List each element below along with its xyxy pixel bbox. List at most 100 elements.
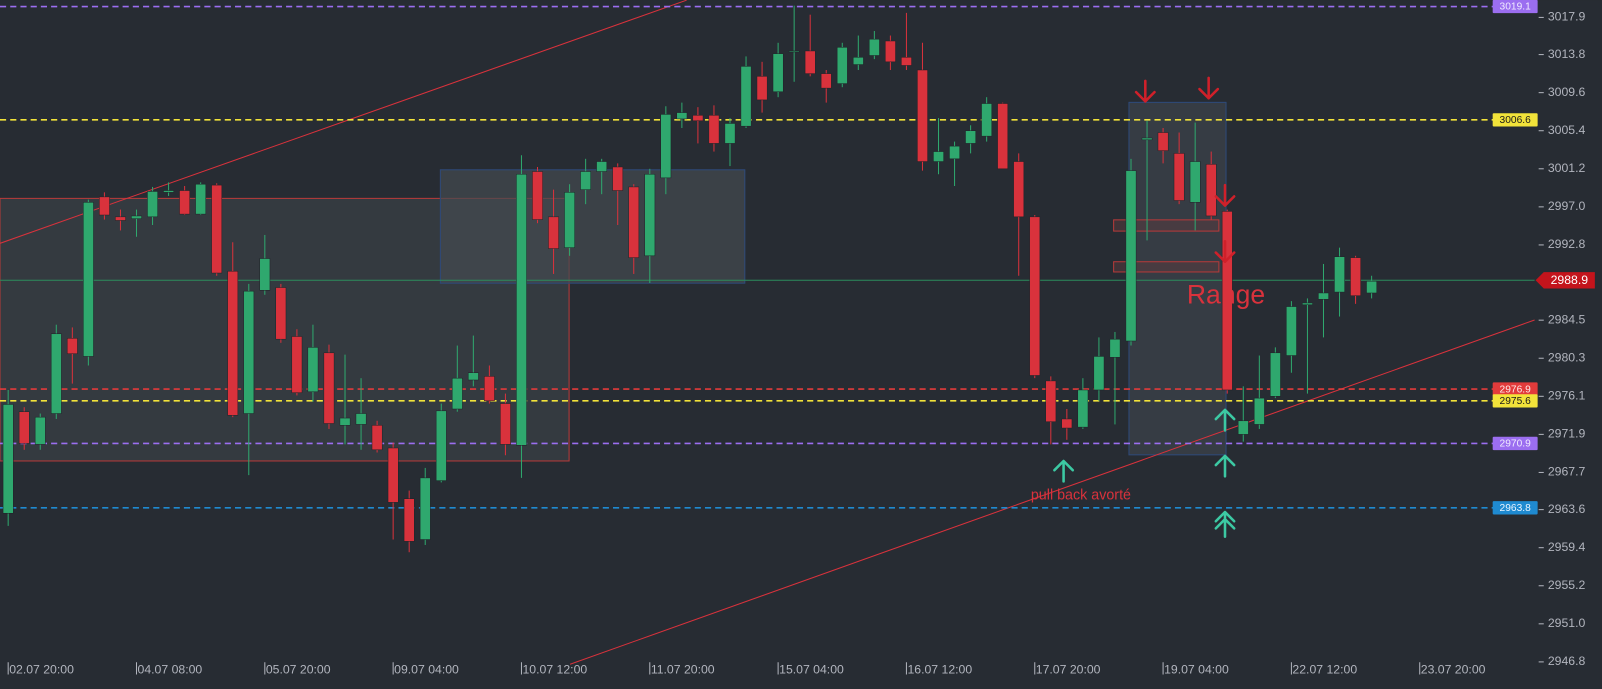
level-label: 3006.6 <box>1500 115 1532 126</box>
y-tick-label: 3017.9 <box>1548 10 1586 24</box>
zone-box <box>1113 261 1220 273</box>
down-arrow <box>1134 79 1156 103</box>
candle-body <box>291 336 303 393</box>
candle-body <box>435 410 447 481</box>
annotation: pull back avorté <box>1031 487 1131 503</box>
candle-body <box>34 416 46 445</box>
candle-body <box>419 477 431 540</box>
x-tick-label: 11.07 20:00 <box>651 663 715 677</box>
level-label-box <box>1492 501 1538 515</box>
candle-body <box>1286 306 1297 356</box>
up-arrow <box>1214 408 1236 432</box>
up-arrow <box>1214 510 1236 538</box>
down-arrow <box>1198 76 1220 100</box>
y-tick-label: 2963.6 <box>1548 502 1586 516</box>
level-label-box <box>1492 0 1538 14</box>
arrows <box>1053 76 1236 538</box>
candle-body <box>355 413 367 425</box>
candle-body <box>852 57 864 65</box>
candle-body <box>1061 418 1073 429</box>
candle-body <box>1205 164 1217 217</box>
candle-body <box>596 161 608 172</box>
y-tick-label: 2967.7 <box>1548 465 1586 479</box>
levels <box>0 5 1535 509</box>
down-arrow <box>1214 240 1236 264</box>
y-tick-label: 2959.4 <box>1548 540 1586 554</box>
candle-body <box>339 417 351 426</box>
candle-body <box>1173 153 1185 201</box>
y-tick-label: 2946.8 <box>1548 654 1586 668</box>
candle-body <box>1253 397 1265 425</box>
candle-body <box>1109 338 1121 358</box>
zone-box <box>1113 219 1220 232</box>
candle-body <box>676 112 688 120</box>
level-label-box <box>1492 113 1538 127</box>
annotation: Range <box>1187 279 1265 309</box>
down-arrow <box>1214 183 1236 207</box>
candle-body <box>1029 216 1041 376</box>
candle-body <box>403 498 415 542</box>
candle-body <box>756 76 768 101</box>
candle-body <box>580 171 591 190</box>
y-tick-label: 3013.8 <box>1548 47 1586 61</box>
candle-body <box>1318 292 1329 300</box>
level-label-box <box>1492 394 1538 408</box>
trend-line <box>569 319 1535 665</box>
level-label: 2963.8 <box>1500 503 1532 514</box>
candle-body <box>1093 356 1105 391</box>
y-tick-label: 2980.3 <box>1548 350 1586 364</box>
trend-line <box>0 0 687 244</box>
y-tick-label: 2955.2 <box>1548 578 1586 592</box>
candle-body <box>484 376 495 402</box>
y-tick-label: 3009.6 <box>1548 85 1586 99</box>
level-label: 2975.6 <box>1500 396 1532 407</box>
up-arrow <box>1214 454 1236 478</box>
candle-body <box>1141 137 1153 141</box>
x-tick-label: 17.07 20:00 <box>1036 663 1101 677</box>
candle-body <box>1237 420 1249 435</box>
candle-body <box>820 73 832 89</box>
axes: 3017.9 3013.8 3009.6 3005.4 3001.2 2997.0 2992… <box>7 0 1595 677</box>
up-arrow <box>1053 459 1075 483</box>
candle-body <box>1125 170 1137 342</box>
candle-body <box>772 53 784 92</box>
level-label: 2976.9 <box>1500 384 1532 395</box>
candle-body <box>532 171 543 220</box>
candle-body <box>1366 280 1377 294</box>
candle-body <box>500 403 511 445</box>
candle-body <box>1189 161 1201 203</box>
candle-body <box>933 151 944 162</box>
y-tick-label: 3005.4 <box>1548 123 1586 137</box>
level-label-box <box>1492 436 1538 451</box>
candle-body <box>740 66 752 127</box>
candle-body <box>804 50 816 74</box>
candle-body <box>1077 389 1089 428</box>
x-tick-label: 02.07 20:00 <box>9 663 74 677</box>
candle-body <box>307 347 319 393</box>
candle-body <box>1302 302 1313 306</box>
candle-body <box>211 184 223 274</box>
candle-body <box>868 38 880 56</box>
level-label: 2970.9 <box>1500 439 1532 450</box>
candle-body <box>50 333 62 414</box>
candle-body <box>131 215 142 219</box>
candle-body <box>965 130 976 144</box>
x-tick-label: 04.07 08:00 <box>138 663 203 677</box>
x-tick-label: 19.07 04:00 <box>1164 663 1229 677</box>
candle-body <box>1221 211 1233 391</box>
candle-body <box>467 372 479 381</box>
candle-body <box>18 411 30 444</box>
candle-body <box>788 50 800 53</box>
candle-body <box>66 338 78 354</box>
candle-body <box>564 192 575 248</box>
candle-body <box>1334 256 1345 293</box>
x-tick-label: 15.07 04:00 <box>779 663 844 677</box>
candle-body <box>660 114 672 179</box>
y-tick-label: 2984.5 <box>1548 312 1586 326</box>
candles <box>2 5 1377 553</box>
candle-body <box>1350 257 1361 296</box>
zone-box <box>439 169 746 284</box>
candle-body <box>451 377 463 410</box>
x-tick-label: 10.07 12:00 <box>522 663 587 677</box>
